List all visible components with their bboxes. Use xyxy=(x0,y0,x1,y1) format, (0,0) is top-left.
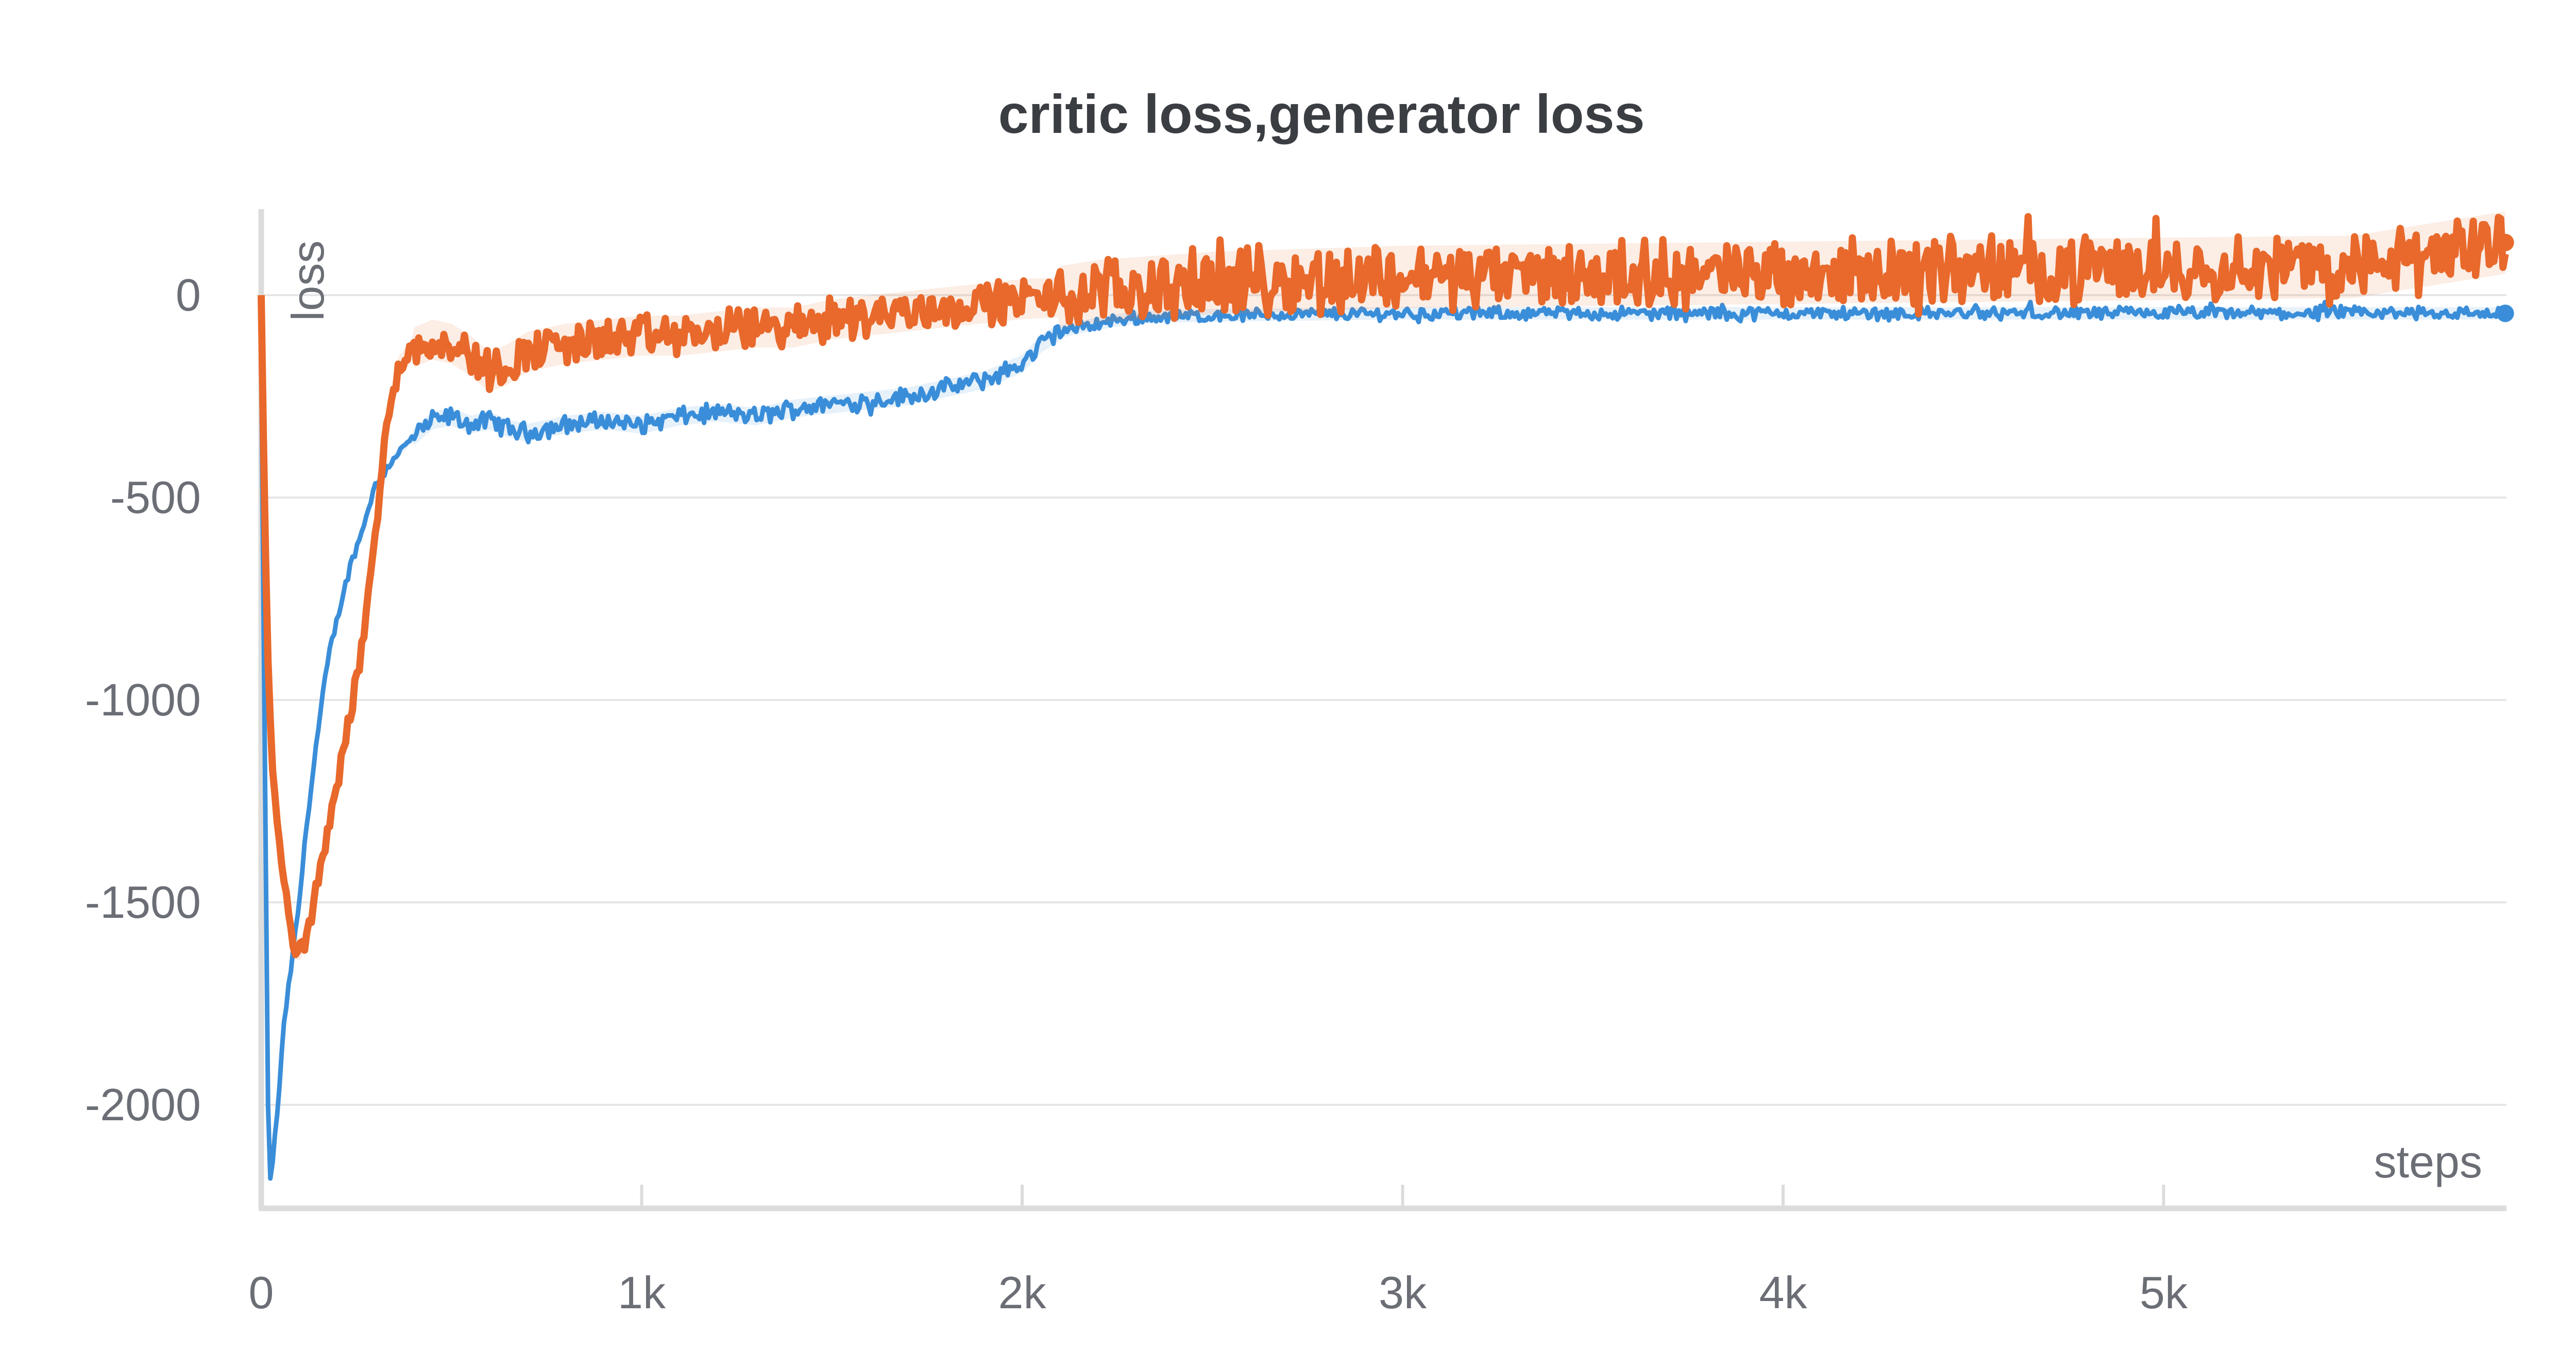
series-layer xyxy=(261,212,2514,1185)
series-1-line xyxy=(261,302,2505,1178)
y-axis-label: loss xyxy=(282,241,333,321)
x-tick-label: 1k xyxy=(618,1267,666,1318)
tick-layer: 0 -500 -1000 -1500 -2000 0 1k 2k 3k 4k 5k xyxy=(85,269,2188,1318)
x-tick-label: 2k xyxy=(998,1267,1047,1318)
chart-title: critic loss,generator loss xyxy=(998,84,1645,145)
x-tick-label: 0 xyxy=(249,1267,274,1318)
y-tick-label: 0 xyxy=(176,269,201,320)
y-tick-label: -500 xyxy=(110,472,201,523)
y-tick-label: -1500 xyxy=(85,877,201,928)
y-tick-label: -1000 xyxy=(85,674,201,725)
series-2-band xyxy=(261,212,2505,961)
x-axis-label: steps xyxy=(2374,1136,2482,1187)
series-2-end-marker xyxy=(2497,234,2514,251)
series-2-line xyxy=(261,217,2505,955)
series-1-end-marker xyxy=(2497,304,2514,322)
x-tick-label: 5k xyxy=(2140,1267,2188,1318)
x-tick-label: 3k xyxy=(1379,1267,1427,1318)
series-1-band xyxy=(261,307,2505,1185)
x-tick-label: 4k xyxy=(1759,1267,1808,1318)
y-tick-label: -2000 xyxy=(85,1079,201,1130)
